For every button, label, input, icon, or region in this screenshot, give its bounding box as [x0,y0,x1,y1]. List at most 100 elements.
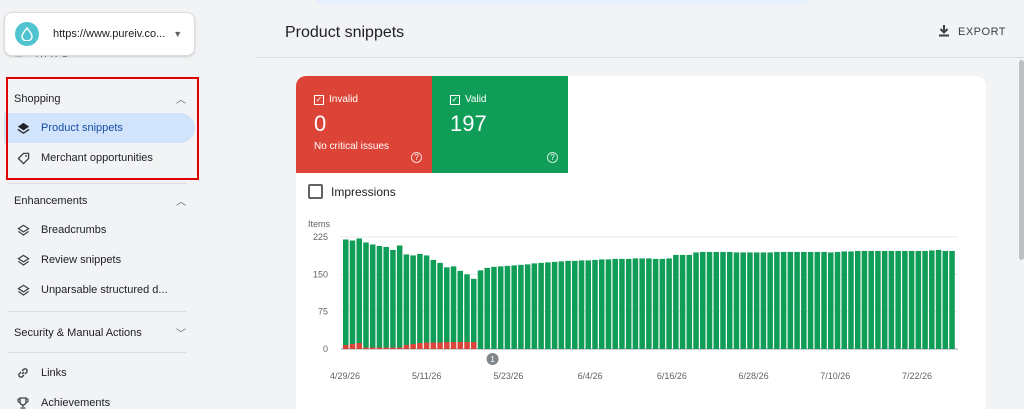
items-chart: Items 0 75 150 225 4/29/26 5/11/26 5/23/26 6/4/2… [308,219,958,381]
report-card: ✓ Invalid 0 No critical issues ? ✓ Valid… [296,76,986,409]
export-label: EXPORT [958,26,1007,38]
valid-bar [821,251,827,349]
valid-bar [356,238,362,344]
sidebar-item-breadcrumbs[interactable]: Breadcrumbs [4,215,195,245]
valid-bar [801,251,807,349]
chevron-up-icon: ︿ [176,197,186,208]
y-axis-label: Items [308,219,331,229]
valid-bar [673,254,679,349]
valid-bar [828,252,834,349]
sidebar-item-unparsable-structured-data[interactable]: Unparsable structured d... [4,275,195,305]
valid-bar [578,260,585,349]
shopping-section-header[interactable]: Shopping ︿ [14,91,186,107]
x-tick-label: 7/10/26 [820,371,850,381]
valid-bar [551,261,558,349]
link-icon [16,366,30,380]
sidebar-item-review-snippets[interactable]: Review snippets [4,245,195,275]
invalid-stat-tile[interactable]: ✓ Invalid 0 No critical issues ? [296,76,432,173]
valid-bar [396,245,403,348]
annotation-label: 1 [490,355,495,364]
security-section-header[interactable]: Security & Manual Actions ﹀ [14,325,186,341]
checkbox-checked-icon[interactable]: ✓ [450,94,460,105]
valid-bar [565,260,571,349]
valid-bar [942,250,949,349]
download-icon [938,24,950,40]
impressions-toggle[interactable]: Impressions [308,184,396,199]
invalid-subtext: No critical issues [314,141,390,152]
valid-label: Valid [465,94,487,105]
sidebar-item-achievements[interactable]: Achievements [4,388,195,409]
valid-bar [720,251,726,349]
valid-bar [363,242,369,348]
help-icon[interactable]: ? [411,152,422,163]
valid-bar [598,259,605,349]
search-bar[interactable] [312,0,812,5]
valid-bar [767,252,773,349]
invalid-bar [450,342,457,349]
shopping-section-title: Shopping [14,92,61,105]
invalid-bar [376,347,383,349]
valid-bar [343,239,349,346]
invalid-bar [444,342,450,349]
valid-bar [592,259,598,349]
valid-bar [518,264,524,349]
invalid-bar [349,344,356,349]
x-tick-label: 6/28/26 [739,371,769,381]
valid-bar [605,259,612,349]
sidebar-item-label: Product snippets [41,122,123,134]
valid-bar [753,252,760,349]
x-tick-label: 5/23/26 [493,371,523,381]
property-logo-icon [15,22,39,46]
layers-outline-icon [16,253,30,267]
invalid-bar [417,343,423,349]
divider [8,183,186,184]
valid-bar [915,250,922,349]
valid-bar [423,255,430,343]
valid-bar [484,267,490,349]
trophy-icon [16,396,30,409]
invalid-bar [464,342,470,349]
divider [8,311,186,312]
valid-stat-tile[interactable]: ✓ Valid 197 ? [432,76,568,173]
sidebar-item-merchant-opportunities[interactable]: Merchant opportunities [4,143,195,173]
valid-bar [679,254,686,349]
valid-bar [841,251,848,349]
valid-bar [780,251,787,349]
property-selector[interactable]: https://www.pureiv.co... ▼ [4,12,195,56]
valid-bar [726,251,733,349]
valid-bar [444,267,450,343]
valid-bar [430,259,437,343]
dropdown-caret-icon: ▼ [173,29,183,39]
valid-bar [868,250,874,349]
valid-bar [464,274,470,343]
invalid-bar [383,347,389,349]
checkbox-unchecked-icon[interactable] [308,184,323,199]
invalid-bar [369,347,376,349]
valid-bar [639,258,645,349]
valid-bar [861,250,868,349]
valid-bar [747,252,753,349]
help-icon[interactable]: ? [547,152,558,163]
invalid-bar [356,343,362,349]
valid-bar [612,258,618,349]
valid-bar [794,251,800,349]
valid-bar [477,270,484,349]
security-section-title: Security & Manual Actions [14,326,142,339]
checkbox-checked-icon[interactable]: ✓ [314,94,324,105]
sidebar-item-label: Review snippets [41,254,122,266]
sidebar-item-label: Achievements [41,397,111,409]
export-button[interactable]: EXPORT [938,24,1006,40]
valid-bar [693,252,699,349]
sidebar-item-product-snippets[interactable]: Product snippets [4,113,195,143]
y-tick-label: 0 [323,344,328,354]
valid-bar [619,258,625,349]
scrollbar[interactable] [1019,60,1024,260]
x-tick-label: 5/11/26 [412,371,441,381]
highlight-box [6,77,199,180]
invalid-label: Invalid [329,94,358,105]
valid-bar [922,250,928,349]
valid-bar [403,254,410,346]
sidebar-item-links[interactable]: Links [4,358,195,388]
enhancements-section-header[interactable]: Enhancements ︿ [14,193,186,209]
valid-bar [491,266,497,349]
